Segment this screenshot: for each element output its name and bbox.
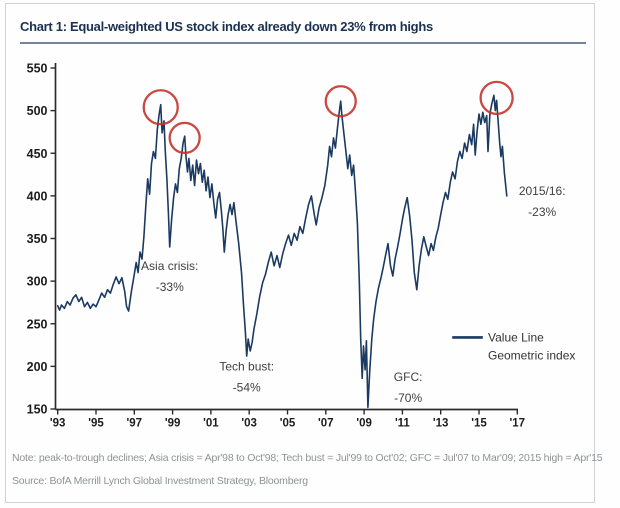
y-tick-label: 550 [27,62,48,76]
x-tick-label: '05 [280,418,296,430]
annotation-text: Tech bust: [219,360,274,374]
x-tick-label: '11 [395,418,410,430]
page-edge-top [5,3,595,4]
annotation-text: -23% [528,205,556,219]
highlight-circle [142,89,179,126]
title-underline [20,42,586,44]
annotation-text: -54% [233,381,261,395]
y-tick-label: 200 [27,360,48,374]
x-tick-label: '13 [433,418,449,430]
annotation-text: GFC: [394,370,423,384]
x-tick-label: '97 [127,418,143,430]
legend-label: Value Line [488,330,544,344]
y-tick-label: 250 [27,317,48,331]
y-tick-label: 450 [27,147,48,161]
x-tick-label: '93 [50,418,66,430]
y-tick-label: 300 [27,275,48,289]
highlight-circle [324,85,357,118]
chart-note: Note: peak-to-trough declines; Asia cris… [12,452,603,464]
page-edge-right [594,3,595,503]
x-tick-label: '03 [241,418,257,430]
y-tick-label: 350 [27,232,48,246]
series-line [56,94,508,409]
x-tick-label: '01 [203,418,219,430]
x-tick-label: '95 [88,418,104,430]
annotation-text: Asia crisis: [141,259,198,273]
x-tick-label: '99 [165,418,181,430]
y-tick-label: 400 [27,189,48,203]
annotation-text: 2015/16: [519,184,566,198]
y-tick-label: 500 [27,104,48,118]
highlight-circle [479,80,514,115]
page-edge-left [5,3,6,503]
legend-label: Geometric index [488,348,575,362]
chart-canvas: 550 500 450 400 350 300 250 200 150'93 '95 '97 '99 '… [27,62,576,430]
chart-source: Source: BofA Merrill Lynch Global Invest… [12,475,308,487]
x-tick-label: '09 [356,418,372,430]
x-tick-label: '15 [471,418,487,430]
annotation-text: -33% [156,280,184,294]
x-tick-label: '17 [510,418,526,430]
y-tick-label: 150 [27,403,48,417]
annotation-text: -70% [394,391,422,405]
chart-title: Chart 1: Equal-weighted US stock index a… [20,19,433,34]
x-tick-label: '07 [318,418,334,430]
highlight-circle [168,121,201,155]
page-edge-bottom [5,502,595,503]
